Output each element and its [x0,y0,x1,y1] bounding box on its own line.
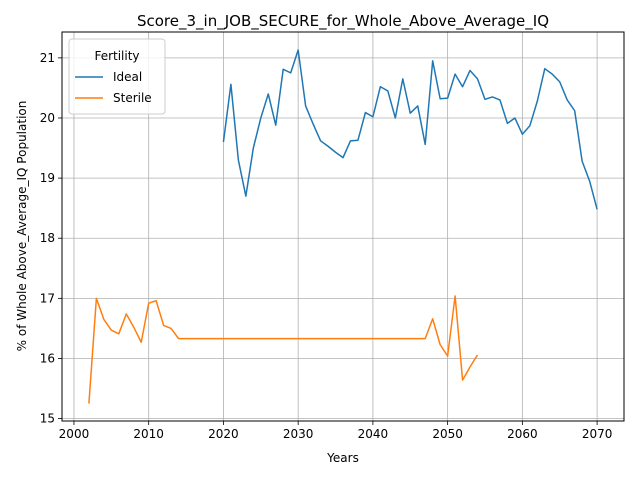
x-tick-label: 2070 [582,427,613,441]
y-axis-label: % of Whole Above_Average_IQ Population [15,101,29,352]
chart-title: Score_3_in_JOB_SECURE_for_Whole_Above_Av… [137,12,549,31]
y-tick-label: 17 [40,291,55,305]
x-tick-label: 2010 [133,427,164,441]
x-tick-label: 2040 [358,427,389,441]
y-tick-label: 18 [40,231,55,245]
y-tick-label: 20 [40,111,55,125]
legend-title: Fertility [94,49,139,63]
axes-frame [61,31,625,422]
y-tick-label: 15 [40,412,55,426]
x-axis-ticks: 2000 2010 2020 2030 2040 2050 2060 2070 [59,421,613,441]
legend: Fertility Ideal Sterile [68,38,166,115]
legend-label-ideal: Ideal [113,70,142,84]
x-tick-label: 2050 [432,427,463,441]
legend-label-sterile: Sterile [113,91,152,105]
y-tick-label: 21 [40,51,55,65]
y-axis-ticks: 15 16 17 18 19 20 21 [40,51,62,426]
x-axis-label: Years [326,451,359,465]
x-tick-label: 2000 [59,427,90,441]
y-tick-label: 19 [40,171,55,185]
x-tick-label: 2020 [208,427,239,441]
series-lines [88,49,598,404]
y-tick-label: 16 [40,351,55,365]
x-tick-label: 2030 [283,427,314,441]
series-line-sterile [88,295,479,404]
x-tick-label: 2060 [507,427,538,441]
legend-box [68,38,166,115]
grid [62,32,624,421]
series-line-ideal [222,49,598,210]
